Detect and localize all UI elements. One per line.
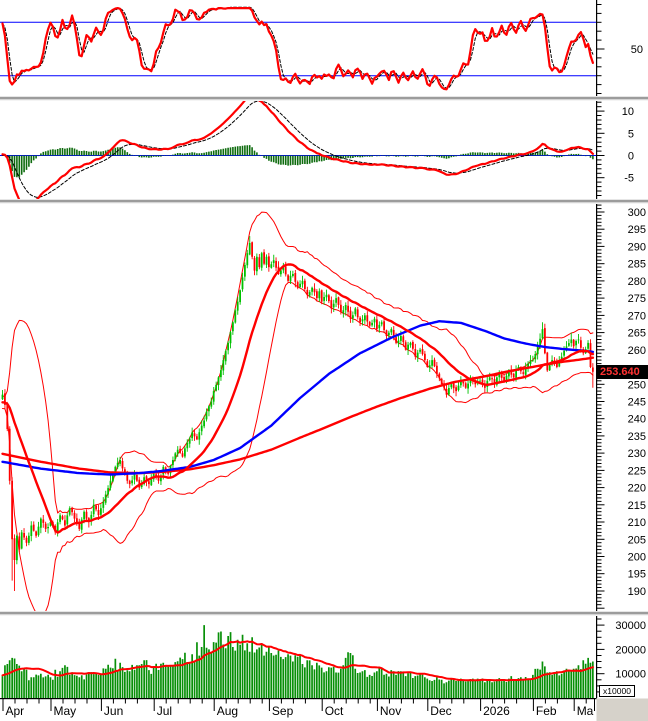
month-label-2026: 2026	[483, 704, 510, 718]
svg-text:-5: -5	[624, 173, 634, 185]
axis-line	[596, 204, 598, 611]
axis-line	[596, 0, 598, 96]
svg-text:10: 10	[622, 106, 634, 118]
volume-bars	[1, 625, 594, 698]
panel-separator[interactable]	[0, 96, 648, 101]
month-label-Oct: Oct	[325, 704, 344, 718]
month-tick-Jul	[153, 698, 155, 711]
svg-text:190: 190	[628, 586, 646, 598]
month-label-Feb: Feb	[536, 704, 557, 718]
macd-panel[interactable]	[0, 95, 597, 205]
month-tick-2026	[480, 698, 482, 711]
svg-text:225: 225	[628, 465, 646, 477]
svg-text:10000: 10000	[615, 669, 646, 681]
svg-text:230: 230	[628, 448, 646, 460]
svg-text:195: 195	[628, 569, 646, 581]
svg-text:285: 285	[628, 259, 646, 271]
month-label-Jun: Jun	[104, 704, 123, 718]
month-tick-Oct	[321, 698, 323, 711]
month-label-Apr: Apr	[6, 704, 25, 718]
month-tick-May	[50, 698, 52, 711]
volume-unit-label: x10000	[599, 685, 635, 697]
month-tick-Jun	[100, 698, 102, 711]
svg-text:50: 50	[631, 44, 643, 56]
svg-text:5: 5	[628, 128, 634, 140]
svg-text:265: 265	[628, 328, 646, 340]
month-tick-Dec	[427, 698, 429, 711]
svg-text:0: 0	[628, 151, 634, 163]
ma-fast-line	[1, 263, 595, 534]
panel-separator[interactable]	[0, 199, 648, 204]
month-label-Sep: Sep	[272, 704, 294, 718]
ma-slow-line	[1, 356, 595, 475]
svg-text:300: 300	[628, 207, 646, 219]
svg-text:295: 295	[628, 224, 646, 236]
stochastic-panel[interactable]	[0, 6, 597, 91]
volume-panel[interactable]	[1, 625, 594, 698]
month-label-Aug: Aug	[217, 704, 238, 718]
svg-text:280: 280	[628, 276, 646, 288]
svg-text:30000: 30000	[615, 620, 646, 632]
svg-text:20000: 20000	[615, 644, 646, 656]
svg-text:240: 240	[628, 414, 646, 426]
macd-line	[1, 101, 594, 199]
month-tick-Nov	[376, 698, 378, 711]
svg-text:270: 270	[628, 310, 646, 322]
right-axis: 501050-530029529028528027527026526025024…	[596, 0, 646, 698]
svg-text:210: 210	[628, 517, 646, 529]
svg-text:250: 250	[628, 379, 646, 391]
stoch-k-line	[1, 7, 594, 91]
panel-separator[interactable]	[0, 611, 648, 616]
ma-long-line	[1, 320, 595, 476]
month-label-May: May	[54, 704, 77, 718]
month-tick-Sep	[268, 698, 270, 711]
price-panel[interactable]	[1, 211, 595, 615]
month-label-Jul: Jul	[157, 704, 172, 718]
svg-text:260: 260	[628, 345, 646, 357]
month-label-Ma: Ma	[577, 704, 594, 718]
axis-line	[596, 101, 598, 199]
month-label-Nov: Nov	[380, 704, 401, 718]
svg-text:215: 215	[628, 500, 646, 512]
svg-text:245: 245	[628, 397, 646, 409]
month-label-Dec: Dec	[430, 704, 451, 718]
x-axis: Apr May Jun Jul Aug Sep Oct Nov Dec 2026 Feb Ma	[0, 698, 648, 721]
macd-signal-line	[2, 101, 594, 198]
month-tick-Feb	[532, 698, 534, 711]
axis-corner	[596, 698, 648, 721]
month-tick-Ma	[573, 698, 575, 711]
svg-text:200: 200	[628, 552, 646, 564]
svg-text:275: 275	[628, 293, 646, 305]
volume-ma-line	[1, 640, 594, 682]
svg-text:220: 220	[628, 483, 646, 495]
macd-histogram	[1, 145, 594, 178]
month-tick-Apr	[2, 698, 4, 711]
svg-text:290: 290	[628, 241, 646, 253]
last-price-tag: 253.640	[597, 365, 648, 379]
month-tick-Aug	[213, 698, 215, 711]
axis-line	[596, 616, 598, 698]
svg-text:205: 205	[628, 534, 646, 546]
svg-text:235: 235	[628, 431, 646, 443]
